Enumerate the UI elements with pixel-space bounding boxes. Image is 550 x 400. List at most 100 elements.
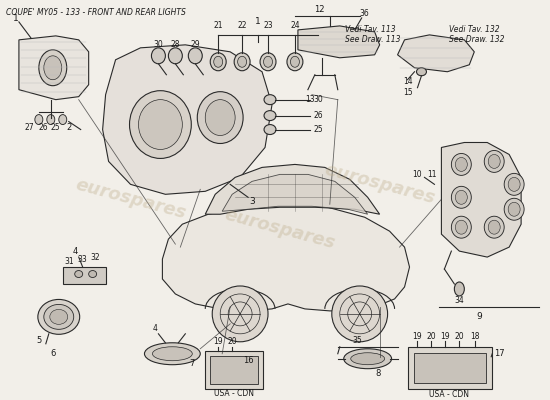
Polygon shape xyxy=(398,35,474,72)
Text: USA - CDN: USA - CDN xyxy=(214,389,254,398)
Ellipse shape xyxy=(35,114,43,124)
Polygon shape xyxy=(442,142,521,257)
Polygon shape xyxy=(63,267,106,284)
Text: 12: 12 xyxy=(315,6,325,14)
Text: 35: 35 xyxy=(353,336,362,345)
Ellipse shape xyxy=(484,150,504,172)
Ellipse shape xyxy=(38,300,80,334)
Text: 3: 3 xyxy=(249,197,255,206)
Ellipse shape xyxy=(129,91,191,158)
Text: 19: 19 xyxy=(412,332,422,341)
FancyBboxPatch shape xyxy=(408,347,492,389)
Ellipse shape xyxy=(287,53,303,71)
FancyBboxPatch shape xyxy=(205,351,263,389)
Text: 25: 25 xyxy=(313,125,323,134)
Text: 33: 33 xyxy=(78,254,87,264)
FancyBboxPatch shape xyxy=(414,353,486,383)
Text: 9: 9 xyxy=(476,312,482,321)
Text: 19: 19 xyxy=(213,337,223,346)
Ellipse shape xyxy=(205,100,235,136)
Ellipse shape xyxy=(44,56,62,80)
Ellipse shape xyxy=(455,220,468,234)
Ellipse shape xyxy=(151,48,166,64)
Text: 4: 4 xyxy=(153,324,158,333)
Ellipse shape xyxy=(263,56,272,67)
Text: Vedi Tav. 113
See Draw. 113: Vedi Tav. 113 See Draw. 113 xyxy=(345,25,400,44)
Text: 34: 34 xyxy=(454,296,464,306)
Polygon shape xyxy=(205,164,380,214)
Text: 1: 1 xyxy=(255,18,261,26)
Ellipse shape xyxy=(152,347,192,361)
Ellipse shape xyxy=(504,173,524,195)
Ellipse shape xyxy=(44,304,74,329)
Ellipse shape xyxy=(214,56,223,67)
Text: 16: 16 xyxy=(243,356,254,365)
Polygon shape xyxy=(162,204,410,311)
Text: 4: 4 xyxy=(73,247,78,256)
Circle shape xyxy=(212,286,268,342)
Text: 26: 26 xyxy=(38,123,48,132)
Text: 21: 21 xyxy=(213,22,223,30)
Text: 14: 14 xyxy=(403,77,412,86)
Ellipse shape xyxy=(264,95,276,105)
Text: 15: 15 xyxy=(403,88,412,97)
Ellipse shape xyxy=(488,220,500,234)
Text: 20: 20 xyxy=(454,332,464,341)
Text: 32: 32 xyxy=(91,252,101,262)
Text: 25: 25 xyxy=(51,123,60,132)
Polygon shape xyxy=(298,26,380,58)
Text: USA - CDN: USA - CDN xyxy=(430,390,469,399)
Ellipse shape xyxy=(264,124,276,134)
Text: 20: 20 xyxy=(227,337,237,346)
Ellipse shape xyxy=(50,309,68,324)
Ellipse shape xyxy=(197,92,243,144)
Text: eurospares: eurospares xyxy=(73,176,188,223)
Polygon shape xyxy=(19,36,89,100)
Ellipse shape xyxy=(39,50,67,86)
Ellipse shape xyxy=(290,56,299,67)
Text: 7: 7 xyxy=(190,359,195,368)
Text: Vedi Tav. 132
See Draw. 132: Vedi Tav. 132 See Draw. 132 xyxy=(449,25,505,44)
Text: 24: 24 xyxy=(290,22,300,30)
Text: 10: 10 xyxy=(412,170,422,179)
Text: 5: 5 xyxy=(36,336,41,345)
Ellipse shape xyxy=(238,56,246,67)
Ellipse shape xyxy=(188,48,202,64)
Text: COUPE' MY05 - 133 - FRONT AND REAR LIGHTS: COUPE' MY05 - 133 - FRONT AND REAR LIGHT… xyxy=(6,8,186,17)
Text: 11: 11 xyxy=(428,170,437,179)
Ellipse shape xyxy=(47,114,55,124)
Ellipse shape xyxy=(139,100,183,150)
Text: 19: 19 xyxy=(441,332,450,341)
Ellipse shape xyxy=(454,282,464,296)
Text: 6: 6 xyxy=(50,349,56,358)
Text: 20: 20 xyxy=(427,332,436,341)
Text: 1: 1 xyxy=(13,14,19,24)
Ellipse shape xyxy=(452,186,471,208)
Text: 8: 8 xyxy=(375,369,380,378)
Text: 26: 26 xyxy=(313,111,323,120)
Polygon shape xyxy=(222,174,367,214)
Text: 36: 36 xyxy=(360,10,370,18)
Ellipse shape xyxy=(504,198,524,220)
Ellipse shape xyxy=(59,114,67,124)
Ellipse shape xyxy=(508,202,520,216)
Text: 29: 29 xyxy=(190,40,200,49)
Polygon shape xyxy=(103,45,272,194)
Text: 17: 17 xyxy=(494,349,504,358)
Text: eurospares: eurospares xyxy=(322,161,437,208)
Text: 31: 31 xyxy=(64,256,74,266)
Text: 30: 30 xyxy=(313,95,323,104)
Ellipse shape xyxy=(452,154,471,175)
Ellipse shape xyxy=(351,353,384,365)
Ellipse shape xyxy=(145,343,200,365)
Text: 22: 22 xyxy=(238,22,247,30)
Ellipse shape xyxy=(455,158,468,171)
Text: 2: 2 xyxy=(66,123,72,132)
Ellipse shape xyxy=(168,48,183,64)
Ellipse shape xyxy=(484,216,504,238)
Ellipse shape xyxy=(344,349,392,369)
Ellipse shape xyxy=(488,154,500,168)
FancyBboxPatch shape xyxy=(210,356,258,384)
Text: 23: 23 xyxy=(263,22,273,30)
Ellipse shape xyxy=(234,53,250,71)
